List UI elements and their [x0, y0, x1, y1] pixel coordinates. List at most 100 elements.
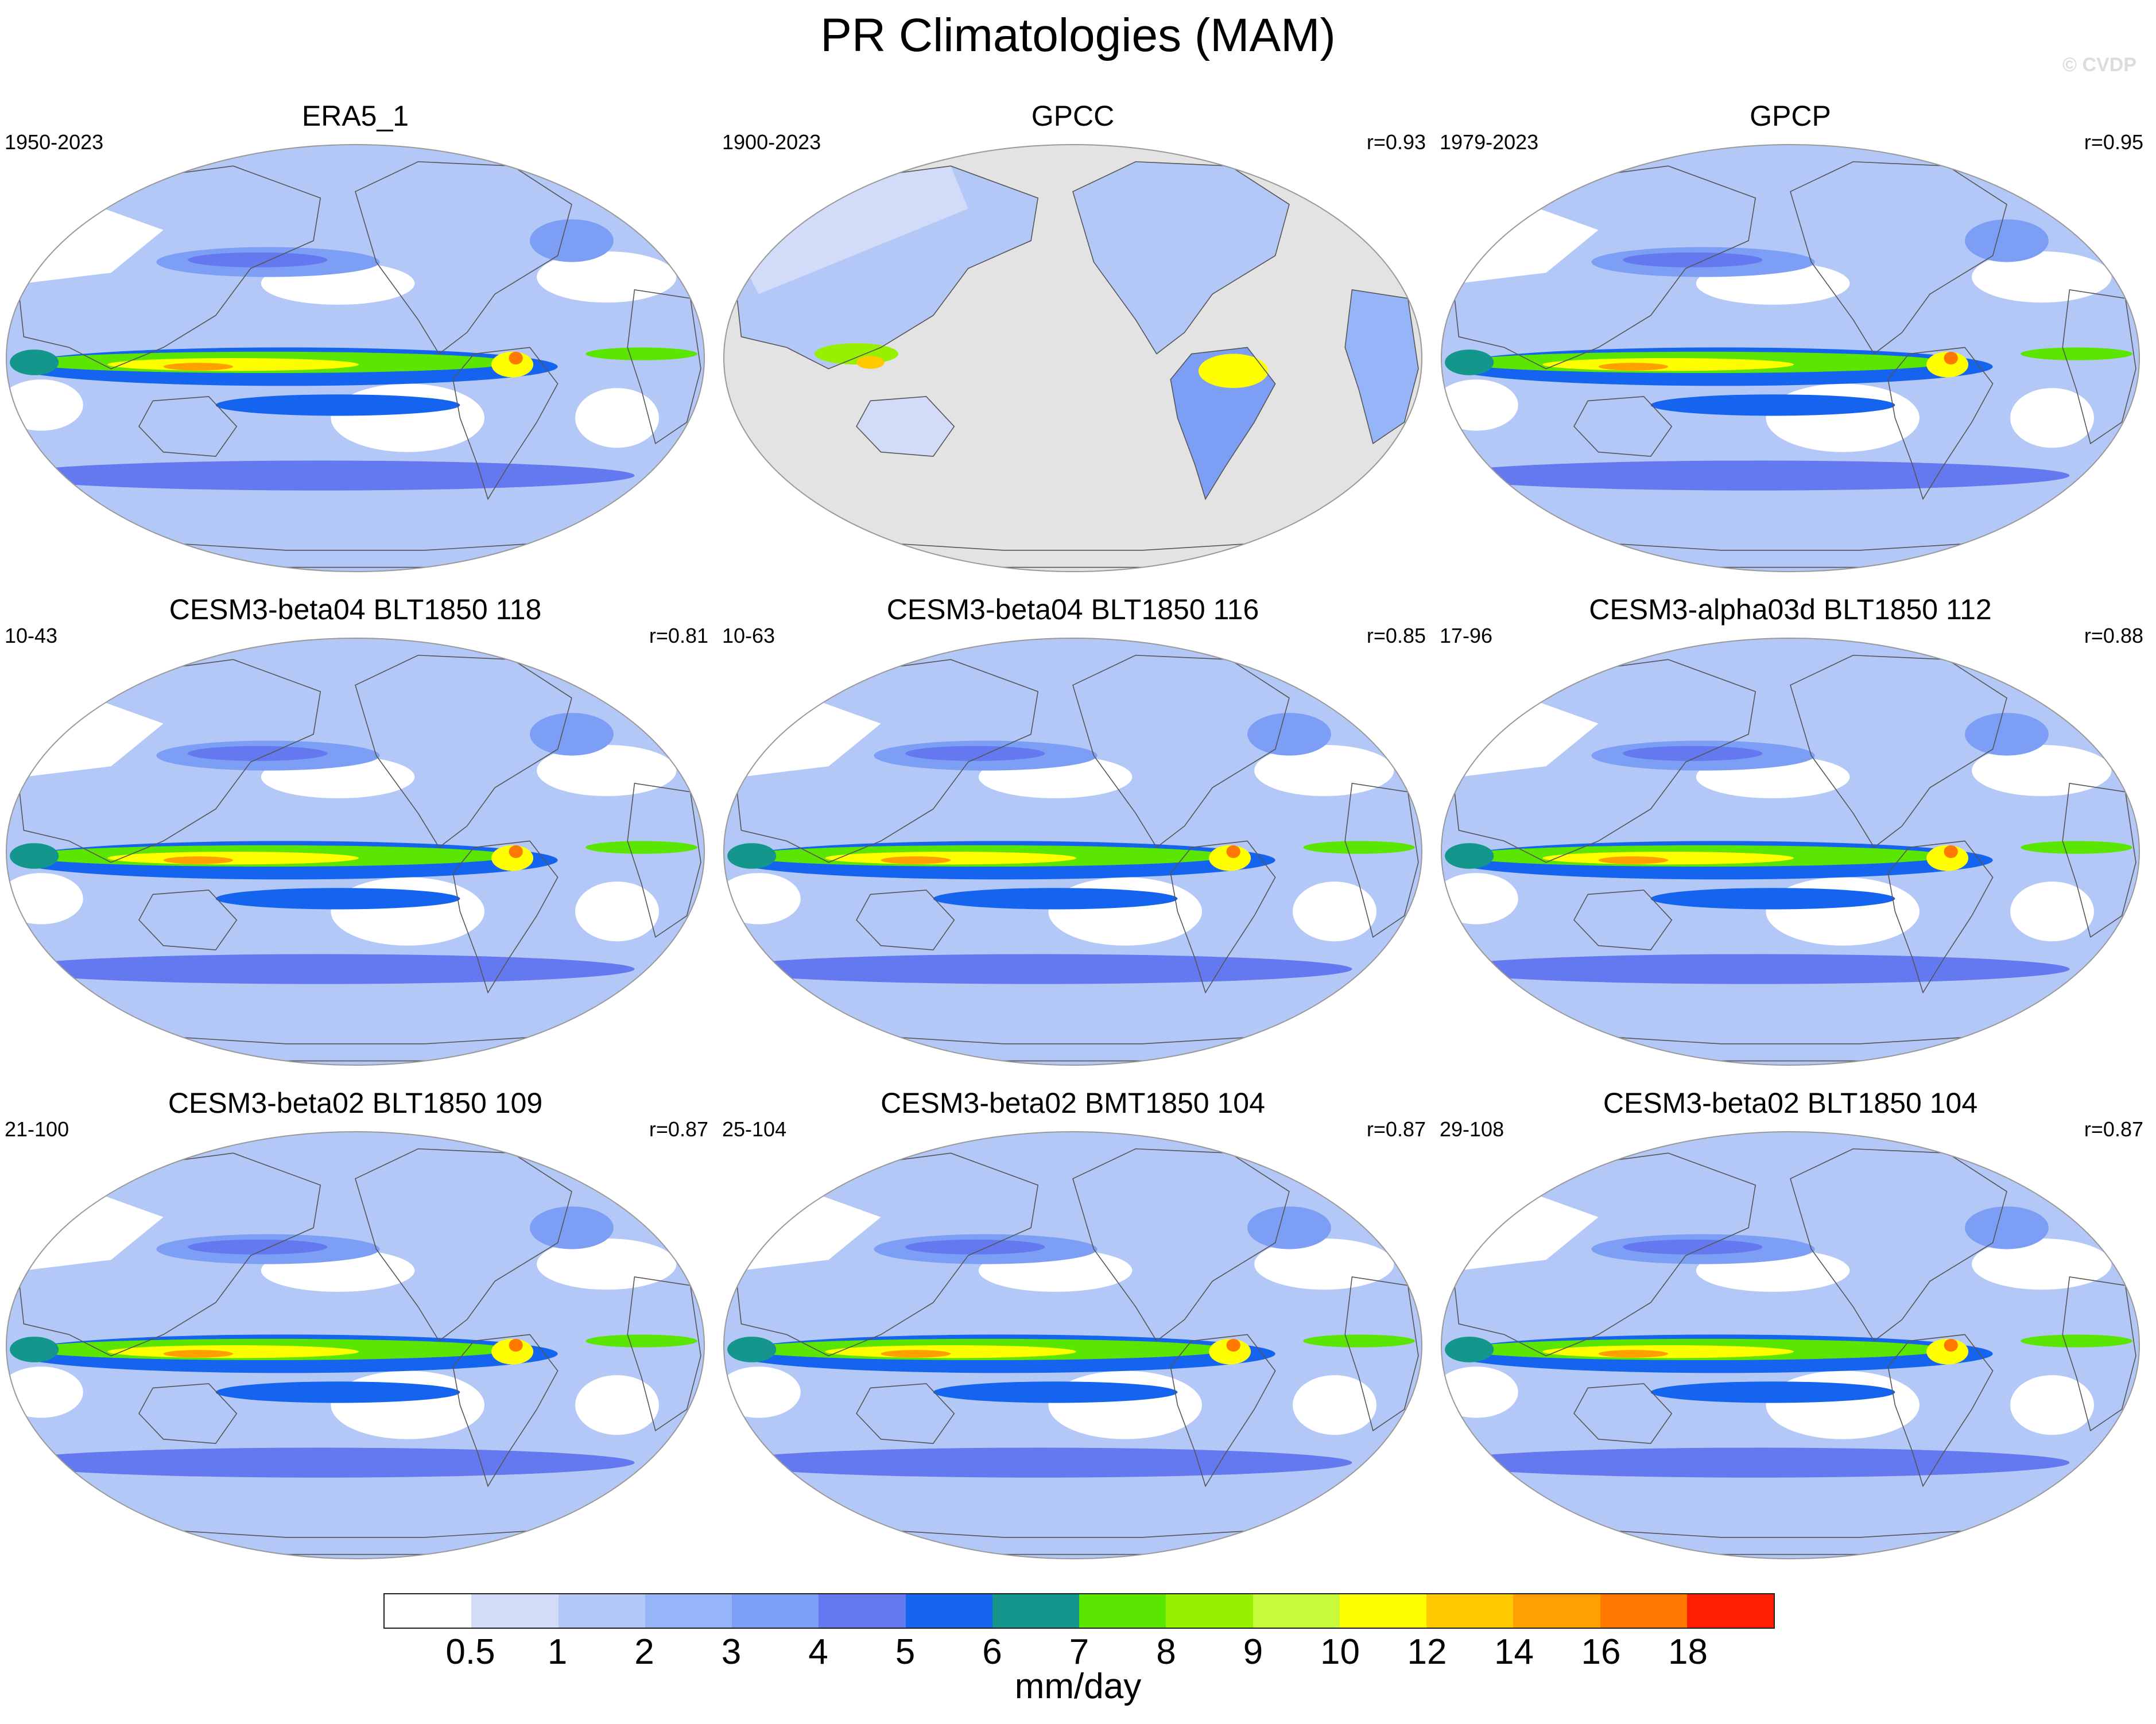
colorbar-swatch [1426, 1594, 1514, 1628]
dry-zone-satlantic [1293, 882, 1376, 942]
storm-track-npacific-core [188, 1239, 328, 1255]
indian-ocean-wet [10, 843, 59, 869]
coastline-asia [730, 165, 1039, 370]
colorbar-swatch [992, 1594, 1079, 1628]
coastline-asia [730, 659, 1039, 863]
panel-correlation: r=0.85 [1366, 624, 1426, 647]
panel-period: 25-104 [722, 1117, 787, 1141]
dry-zone-natlantic [537, 745, 677, 797]
indian-ocean-wet [10, 1337, 59, 1362]
colorbar-tick-label: 0.5 [445, 1632, 495, 1672]
storm-track-southern [6, 954, 635, 984]
coastline-australia [1573, 890, 1673, 950]
storm-track-natlantic [530, 713, 614, 756]
colorbar-swatch [819, 1594, 906, 1628]
panel-correlation: r=0.95 [2084, 130, 2143, 154]
coastline-samerica [452, 840, 559, 994]
itcz-core [1542, 852, 1794, 865]
coastline-namerica [1072, 654, 1290, 848]
map-field [6, 145, 704, 572]
coastline-samerica [452, 347, 559, 500]
map-panel: CESM3-beta04 BLT1850 116 10-63 r=0.85 [720, 592, 1426, 1086]
map-panel: GPCC 1900-2023 r=0.93 [720, 99, 1426, 592]
map-panel: CESM3-alpha03d BLT1850 112 17-96 r=0.88 [1437, 592, 2143, 1086]
map-border [6, 638, 705, 1066]
itcz-core [825, 852, 1077, 865]
colorbar-swatch [1600, 1594, 1687, 1628]
panel-title: CESM3-beta04 BLT1850 116 [886, 593, 1259, 626]
coastline-samerica [1887, 840, 1994, 994]
maritime-continent-core [856, 356, 885, 369]
panel-period: 17-96 [1440, 624, 1493, 647]
amazon-peak [509, 351, 523, 365]
colorbar-tick-label: 2 [634, 1632, 654, 1672]
panel-title: CESM3-beta02 BLT1850 104 [1603, 1087, 1978, 1119]
colorbar [383, 1593, 1775, 1629]
panel-title: CESM3-alpha03d BLT1850 112 [1589, 593, 1992, 626]
coastline-samerica [1170, 840, 1276, 994]
colorbar-tick-label: 12 [1407, 1632, 1447, 1672]
dry-zone-satlantic [1293, 1375, 1376, 1435]
amazon-wet-core [491, 845, 534, 871]
itcz-atlantic [2021, 347, 2132, 360]
coastline-namerica [355, 1148, 572, 1342]
precip-map [6, 1131, 705, 1559]
map-border [1441, 1131, 2140, 1559]
panel-correlation: r=0.81 [649, 624, 708, 647]
itcz-atlantic [2021, 1334, 2132, 1348]
amazon-peak [1944, 351, 1958, 365]
map-container [720, 1127, 1426, 1566]
map-field [6, 1132, 704, 1559]
land-precip-australia [856, 396, 955, 457]
map-field [724, 145, 1422, 572]
precip-map [6, 144, 705, 572]
storm-track-southern [1441, 954, 2070, 984]
map-container [1437, 140, 2143, 579]
coastline-asia [1448, 659, 1756, 863]
dry-zone-sepacific [331, 383, 484, 452]
map-border [6, 1131, 705, 1559]
amazon-wet-core [1209, 845, 1251, 871]
colorbar-tick-label: 6 [982, 1632, 1002, 1672]
panel-period: 21-100 [5, 1117, 69, 1141]
dry-zone-asia [1448, 208, 1599, 284]
dry-zone-satlantic [575, 1375, 659, 1435]
watermark: © CVDP [2062, 54, 2136, 76]
amazon-peak [509, 845, 523, 859]
coastline-namerica [355, 654, 572, 848]
coastlines [1448, 654, 2136, 1062]
amazon-wet-core [1198, 354, 1269, 389]
spcz [1650, 888, 1895, 910]
storm-track-npacific-core [188, 252, 328, 267]
dry-zone-natlantic [1972, 1238, 2112, 1290]
amazon-wet-core [491, 1338, 534, 1365]
map-border [723, 1131, 1422, 1559]
panel-period: 1900-2023 [722, 130, 821, 154]
coastline-australia [856, 890, 955, 950]
coastline-africa [1344, 289, 1419, 445]
storm-track-npacific-core [1623, 252, 1763, 267]
itcz-atlantic [585, 841, 697, 854]
storm-track-natlantic [530, 219, 614, 262]
colorbar-swatch [1079, 1594, 1166, 1628]
storm-track-southern [6, 1447, 635, 1478]
storm-track-natlantic [1965, 1206, 2049, 1249]
dry-zone-satlantic [575, 882, 659, 942]
amazon-peak [1226, 1338, 1240, 1352]
colorbar-swatch [1166, 1594, 1253, 1628]
amazon-peak [1944, 1338, 1958, 1352]
dry-zone-asia [13, 208, 164, 284]
dry-zone-natlantic [1972, 251, 2112, 303]
dry-zone-asia [731, 1195, 881, 1271]
map-field [724, 1132, 1422, 1559]
indian-ocean-wet [1445, 1337, 1494, 1362]
spcz [933, 1381, 1178, 1403]
storm-track-natlantic [1247, 1206, 1331, 1249]
coastline-africa [2062, 783, 2136, 938]
colorbar-swatch [645, 1594, 732, 1628]
spcz [215, 1381, 460, 1403]
amazon-wet-core [1209, 1338, 1251, 1365]
indian-ocean-wet [10, 350, 59, 375]
dry-zone-sepacific [1766, 1370, 1920, 1439]
indian-ocean-wet [727, 1337, 777, 1362]
